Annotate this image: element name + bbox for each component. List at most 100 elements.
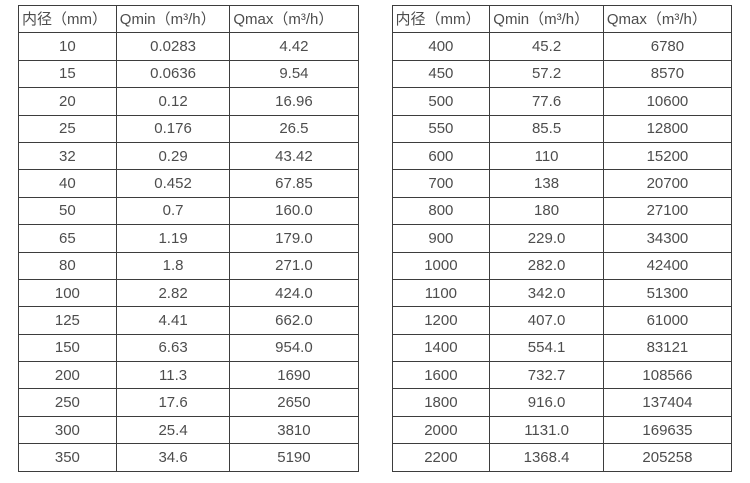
table-cell: 554.1 — [489, 333, 604, 363]
table-row: 250 17.6 2650 — [18, 388, 359, 417]
table-cell: 342.0 — [489, 278, 604, 308]
table-cell: 138 — [489, 169, 604, 198]
table-cell: 700 — [391, 169, 491, 198]
column-header: 内径（mm） — [18, 4, 117, 34]
table-cell: 20700 — [602, 169, 733, 198]
table-cell: 12800 — [602, 114, 733, 143]
table-cell: 954.0 — [229, 333, 359, 363]
table-cell: 0.12 — [115, 87, 231, 116]
table-row: 15 0.0636 9.54 — [18, 59, 359, 89]
table-row: 550 85.5 12800 — [391, 114, 733, 143]
table-cell: 4.42 — [229, 32, 359, 61]
table-cell: 1.19 — [115, 224, 231, 253]
table-cell: 4.41 — [115, 306, 231, 335]
table-cell: 65 — [18, 224, 117, 253]
table-cell: 0.452 — [115, 169, 231, 198]
table-cell: 6.63 — [115, 333, 231, 363]
table-cell: 50 — [18, 196, 117, 226]
table-row: 10 0.0283 4.42 — [18, 32, 359, 61]
table-row: 500 77.6 10600 — [391, 87, 733, 116]
table-cell: 205258 — [602, 443, 733, 472]
table-cell: 16.96 — [229, 87, 359, 116]
table-cell: 1100 — [391, 278, 491, 308]
table-cell: 80 — [18, 251, 117, 280]
table-cell: 34.6 — [115, 443, 231, 472]
table-cell: 150 — [18, 333, 117, 363]
table-cell: 10 — [18, 32, 117, 61]
table-cell: 6780 — [602, 32, 733, 61]
table-cell: 108566 — [602, 361, 733, 390]
table-cell: 2650 — [229, 388, 359, 417]
table-cell: 11.3 — [115, 361, 231, 390]
table-cell: 282.0 — [489, 251, 604, 280]
table-cell: 51300 — [602, 278, 733, 308]
table-cell: 1000 — [391, 251, 491, 280]
column-header: 内径（mm） — [391, 4, 491, 34]
table-cell: 0.29 — [115, 141, 231, 171]
table-cell: 67.85 — [229, 169, 359, 198]
table-cell: 1.8 — [115, 251, 231, 280]
table-cell: 83121 — [602, 333, 733, 363]
table-cell: 1800 — [391, 388, 491, 417]
table-cell: 800 — [391, 196, 491, 226]
table-row: 150 6.63 954.0 — [18, 333, 359, 363]
table-cell: 500 — [391, 87, 491, 116]
table-cell: 137404 — [602, 388, 733, 417]
table-cell: 1690 — [229, 361, 359, 390]
table-row: 800 180 27100 — [391, 196, 733, 226]
table-cell: 1200 — [391, 306, 491, 335]
table-cell: 5190 — [229, 443, 359, 472]
table-row: 25 0.176 26.5 — [18, 114, 359, 143]
table-cell: 100 — [18, 278, 117, 308]
table-cell: 229.0 — [489, 224, 604, 253]
table-cell: 57.2 — [489, 59, 604, 89]
table-row: 50 0.7 160.0 — [18, 196, 359, 226]
table-cell: 42400 — [602, 251, 733, 280]
table-cell: 27100 — [602, 196, 733, 226]
table-cell: 250 — [18, 388, 117, 417]
table-cell: 1400 — [391, 333, 491, 363]
table-cell: 180 — [489, 196, 604, 226]
column-header: Qmax（m³/h） — [229, 4, 359, 34]
table-cell: 424.0 — [229, 278, 359, 308]
column-header: Qmin（m³/h） — [489, 4, 604, 34]
table-cell: 2.82 — [115, 278, 231, 308]
table-cell: 900 — [391, 224, 491, 253]
table-cell: 10600 — [602, 87, 733, 116]
column-header: Qmax（m³/h） — [602, 4, 733, 34]
table-cell: 1368.4 — [489, 443, 604, 472]
table-cell: 1600 — [391, 361, 491, 390]
table-row: 1600 732.7 108566 — [391, 361, 733, 390]
table-cell: 0.176 — [115, 114, 231, 143]
table-cell: 40 — [18, 169, 117, 198]
table-row: 1200 407.0 61000 — [391, 306, 733, 335]
table-row: 300 25.4 3810 — [18, 415, 359, 445]
table-cell: 407.0 — [489, 306, 604, 335]
table-row: 80 1.8 271.0 — [18, 251, 359, 280]
table-row: 100 2.82 424.0 — [18, 278, 359, 308]
table-cell: 25.4 — [115, 415, 231, 445]
table-cell: 662.0 — [229, 306, 359, 335]
table-row: 125 4.41 662.0 — [18, 306, 359, 335]
table-cell: 2200 — [391, 443, 491, 472]
table-cell: 15200 — [602, 141, 733, 171]
table-cell: 179.0 — [229, 224, 359, 253]
table-cell: 0.0636 — [115, 59, 231, 89]
table-cell: 169635 — [602, 415, 733, 445]
table-cell: 26.5 — [229, 114, 359, 143]
table-cell: 110 — [489, 141, 604, 171]
table-row: 700 138 20700 — [391, 169, 733, 198]
table-cell: 125 — [18, 306, 117, 335]
table-cell: 160.0 — [229, 196, 359, 226]
table-cell: 17.6 — [115, 388, 231, 417]
table-cell: 550 — [391, 114, 491, 143]
table-cell: 32 — [18, 141, 117, 171]
table-cell: 400 — [391, 32, 491, 61]
table-row: 20 0.12 16.96 — [18, 87, 359, 116]
table-cell: 34300 — [602, 224, 733, 253]
table-cell: 0.7 — [115, 196, 231, 226]
table-row: 1800 916.0 137404 — [391, 388, 733, 417]
table-row: 2200 1368.4 205258 — [391, 443, 733, 472]
table-row: 600 110 15200 — [391, 141, 733, 171]
